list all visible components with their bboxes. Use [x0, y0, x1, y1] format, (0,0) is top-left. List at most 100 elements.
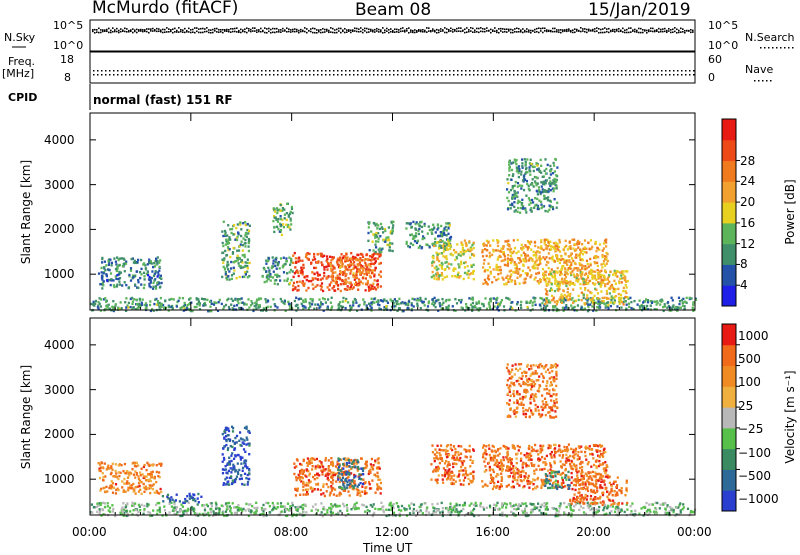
heatmap-cell	[468, 240, 471, 243]
heatmap-cell	[433, 453, 436, 456]
heatmap-cell	[373, 258, 376, 261]
heatmap-cell	[125, 514, 128, 518]
heatmap-cell	[248, 442, 251, 445]
heatmap-cell	[498, 254, 501, 258]
heatmap-cell	[240, 259, 243, 262]
heatmap-cell	[378, 467, 381, 470]
heatmap-cell	[586, 299, 589, 302]
heatmap-cell	[514, 267, 517, 270]
heatmap-cell	[231, 252, 234, 255]
heatmap-cell	[139, 488, 142, 491]
heatmap-cell	[420, 225, 423, 229]
heatmap-cell	[292, 287, 295, 291]
heatmap-cell	[503, 283, 506, 286]
heatmap-cell	[264, 298, 267, 301]
heatmap-cell	[230, 511, 233, 515]
heatmap-cell	[527, 197, 530, 200]
heatmap-cell	[534, 180, 537, 183]
heatmap-cell	[100, 271, 103, 274]
heatmap-cell	[327, 264, 330, 268]
heatmap-cell	[619, 293, 623, 297]
heatmap-cell	[152, 265, 155, 269]
heatmap-cell	[376, 471, 379, 474]
heatmap-cell	[351, 255, 355, 259]
heatmap-cell	[408, 512, 412, 515]
heatmap-cell	[451, 275, 454, 278]
heatmap-cell	[140, 267, 143, 271]
heatmap-cell	[527, 187, 530, 190]
heatmap-cell	[323, 265, 326, 269]
heatmap-cell	[411, 237, 415, 240]
heatmap-cell	[105, 308, 108, 311]
heatmap-cell	[596, 247, 599, 250]
heatmap-cell	[427, 225, 430, 228]
heatmap-cell	[296, 271, 299, 274]
heatmap-cell	[417, 229, 420, 232]
heatmap-cell	[511, 259, 514, 262]
heatmap-cell	[152, 287, 155, 290]
heatmap-cell	[582, 506, 585, 510]
heatmap-cell	[515, 263, 518, 266]
heatmap-cell	[129, 267, 133, 270]
heatmap-cell	[555, 206, 558, 209]
heatmap-cell	[348, 486, 351, 489]
heatmap-cell	[117, 477, 120, 481]
heatmap-cell	[450, 252, 453, 255]
heatmap-cell	[586, 309, 590, 313]
heatmap-cell	[230, 231, 233, 235]
heatmap-cell	[532, 201, 535, 204]
heatmap-cell	[612, 287, 615, 291]
heatmap-cell	[236, 259, 239, 262]
heatmap-cell	[370, 271, 374, 275]
heatmap-cell	[456, 510, 459, 513]
heatmap-cell	[654, 507, 657, 510]
heatmap-cell	[327, 473, 330, 476]
heatmap-cell	[451, 254, 454, 257]
heatmap-cell	[110, 485, 114, 488]
heatmap-cell	[238, 439, 241, 442]
heatmap-cell	[174, 499, 177, 502]
heatmap-cell	[543, 240, 546, 244]
heatmap-cell	[145, 468, 148, 472]
heatmap-cell	[358, 476, 361, 479]
heatmap-cell	[505, 503, 508, 506]
heatmap-cell	[304, 484, 307, 487]
heatmap-cell	[441, 239, 444, 243]
heatmap-cell	[566, 248, 569, 251]
heatmap-cell	[470, 297, 473, 301]
heatmap-cell	[595, 255, 598, 258]
heatmap-cell	[104, 475, 107, 478]
heatmap-cell	[229, 438, 232, 441]
heatmap-cell	[536, 193, 539, 196]
heatmap-cell	[596, 292, 600, 295]
heatmap-cell	[553, 300, 556, 304]
heatmap-cell	[210, 505, 213, 508]
heatmap-cell	[331, 277, 334, 280]
heatmap-cell	[369, 469, 372, 473]
heatmap-cell	[397, 505, 400, 509]
heatmap-cell	[139, 473, 142, 477]
heatmap-cell	[294, 287, 297, 291]
heatmap-cell	[291, 211, 294, 215]
heatmap-cell	[525, 194, 528, 197]
heatmap-cell	[267, 258, 270, 262]
heatmap-cell	[299, 270, 302, 273]
heatmap-cell	[110, 264, 113, 267]
heatmap-cell	[215, 503, 218, 506]
heatmap-cell	[620, 281, 623, 284]
heatmap-cell	[158, 265, 161, 269]
heatmap-cell	[488, 301, 491, 304]
heatmap-cell	[239, 223, 242, 226]
heatmap-cell	[586, 504, 589, 507]
heatmap-cell	[584, 265, 587, 268]
heatmap-cell	[346, 476, 349, 480]
heatmap-cell	[175, 305, 178, 308]
heatmap-cell	[157, 302, 160, 305]
heatmap-cell	[355, 501, 358, 505]
heatmap-cell	[156, 512, 159, 516]
heatmap-cell	[122, 514, 125, 517]
heatmap-cell	[307, 279, 310, 283]
heatmap-cell	[223, 305, 226, 308]
heatmap-cell	[99, 476, 102, 480]
heatmap-cell	[508, 248, 511, 251]
